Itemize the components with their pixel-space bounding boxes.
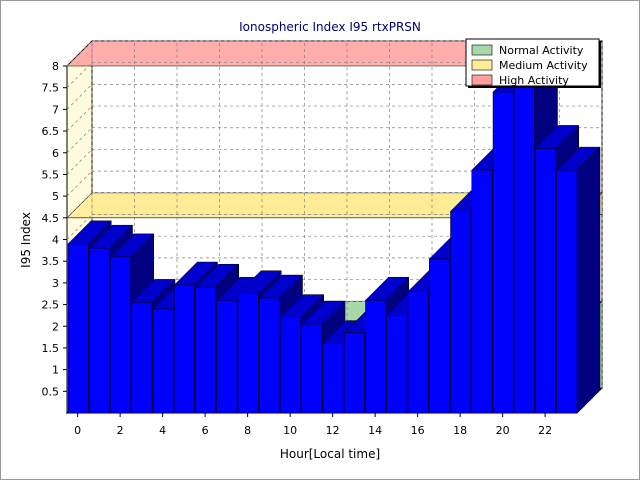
x-tick-label: 22 bbox=[538, 424, 552, 437]
y-tick-label: 3 bbox=[52, 277, 59, 290]
x-tick-label: 4 bbox=[159, 424, 166, 437]
bar bbox=[450, 211, 471, 414]
bar bbox=[67, 243, 89, 414]
x-tick-label: 8 bbox=[244, 424, 251, 437]
bar bbox=[89, 247, 110, 414]
x-tick-label: 10 bbox=[283, 424, 297, 437]
bar bbox=[365, 299, 386, 414]
y-tick-label: 7 bbox=[52, 103, 59, 116]
y-tick-label: 2 bbox=[52, 320, 59, 333]
x-axis-label: Hour[Local time] bbox=[280, 447, 380, 461]
y-tick-label: 1 bbox=[52, 364, 59, 377]
y-axis-label: I95 Index bbox=[19, 212, 33, 268]
bar bbox=[492, 91, 514, 414]
bar bbox=[152, 308, 174, 414]
bar bbox=[514, 87, 535, 414]
y-tick-label: 1.5 bbox=[42, 342, 60, 355]
x-tick-label: 18 bbox=[453, 424, 467, 437]
x-tick-label: 20 bbox=[496, 424, 510, 437]
x-tick-label: 14 bbox=[368, 424, 382, 437]
bar bbox=[237, 293, 259, 414]
y-tick-label: 5 bbox=[52, 190, 59, 203]
bar bbox=[301, 323, 323, 414]
bar bbox=[344, 332, 365, 414]
bar bbox=[407, 291, 429, 414]
bar bbox=[535, 148, 556, 414]
bar bbox=[195, 286, 216, 414]
bar bbox=[216, 299, 238, 414]
x-tick-label: 0 bbox=[74, 424, 81, 437]
bar bbox=[131, 302, 153, 414]
legend-swatch bbox=[471, 59, 493, 71]
bar bbox=[556, 169, 578, 414]
legend-label: Medium Activity bbox=[499, 59, 588, 72]
bar bbox=[322, 343, 344, 414]
legend-label: Normal Activity bbox=[499, 44, 584, 57]
x-tick-label: 6 bbox=[202, 424, 209, 437]
bar bbox=[429, 258, 450, 414]
bar-side bbox=[576, 146, 601, 414]
legend-swatch bbox=[471, 44, 493, 56]
x-tick-label: 12 bbox=[326, 424, 340, 437]
y-tick-label: 2.5 bbox=[42, 299, 60, 312]
y-tick-label: 8 bbox=[52, 60, 59, 73]
bar bbox=[110, 256, 131, 414]
x-tick-label: 16 bbox=[411, 424, 425, 437]
y-tick-label: 6.5 bbox=[42, 125, 60, 138]
x-tick-label: 2 bbox=[117, 424, 124, 437]
y-tick-label: 7.5 bbox=[42, 82, 60, 95]
bar bbox=[471, 169, 493, 414]
y-tick-label: 4.5 bbox=[42, 212, 60, 225]
chart-title: Ionospheric Index I95 rtxPRSN bbox=[239, 20, 421, 34]
legend-label: High Activity bbox=[499, 74, 569, 87]
bar bbox=[174, 284, 195, 414]
y-tick-label: 5.5 bbox=[42, 168, 60, 181]
bar bbox=[259, 297, 280, 414]
legend-swatch bbox=[471, 74, 493, 86]
legend: Normal Activity Medium Activity High Activ… bbox=[465, 38, 601, 88]
bar bbox=[386, 315, 408, 414]
bar bbox=[280, 317, 301, 414]
y-tick-label: 0.5 bbox=[42, 385, 60, 398]
y-tick-label: 3.5 bbox=[42, 255, 60, 268]
y-tick-label: 6 bbox=[52, 147, 59, 160]
y-tick-label: 4 bbox=[52, 234, 59, 247]
